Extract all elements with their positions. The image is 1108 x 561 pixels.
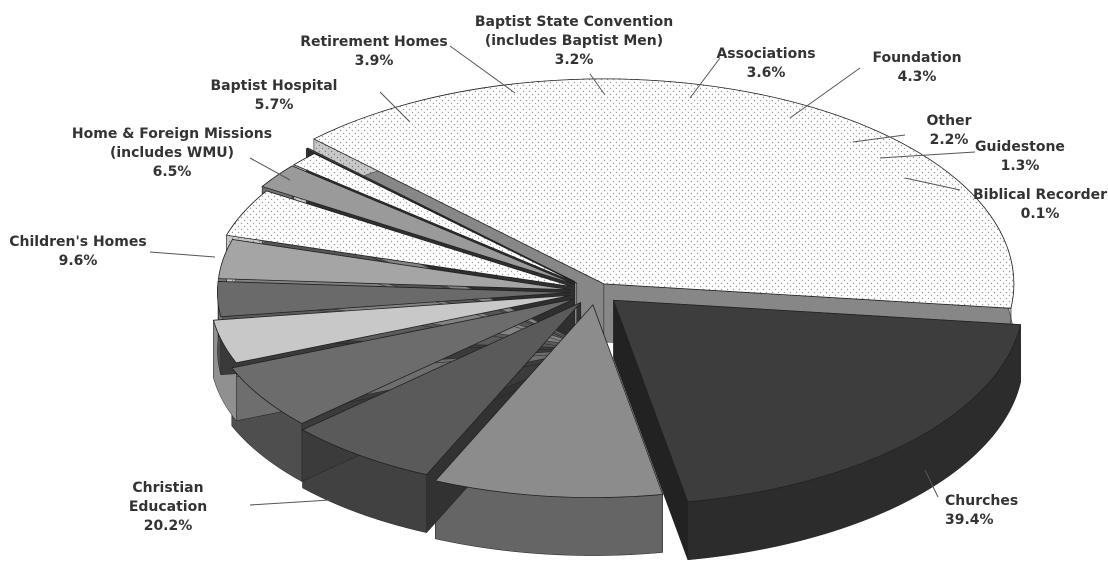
- slice-label: Retirement Homes 3.9%: [300, 34, 448, 69]
- leader-line: [449, 45, 516, 94]
- slice-label-line: Guidestone: [975, 139, 1065, 155]
- slice-label-line: (includes Baptist Men): [485, 33, 663, 49]
- slice-label-line: Home & Foreign Missions: [72, 126, 272, 142]
- slice-label-line: Christian: [132, 480, 203, 496]
- slice-label: Other 2.2%: [927, 113, 972, 148]
- slice-label-line: 3.2%: [555, 52, 594, 68]
- slice-label-line: Education: [129, 499, 207, 515]
- slice-label-line: Foundation: [872, 50, 961, 66]
- slice-label: Baptist Hospital 5.7%: [211, 78, 338, 113]
- slice-other: [261, 165, 576, 285]
- slice-label-line: Baptist Hospital: [211, 78, 338, 94]
- leader-line: [249, 499, 331, 506]
- slice-label-line: 4.3%: [898, 69, 937, 85]
- slice-associations: [218, 239, 571, 291]
- slice-label: Foundation 4.3%: [872, 50, 961, 85]
- slice-home-foreign-missions-includes-wmu-: [301, 302, 582, 476]
- slice-label-line: Associations: [716, 46, 815, 62]
- slice-label-line: 6.5%: [153, 164, 192, 180]
- slice-label-line: Baptist State Convention: [475, 14, 673, 30]
- slice-christian-education: [612, 299, 1022, 503]
- slice-label-line: Biblical Recorder: [973, 187, 1107, 203]
- slice-label: Children's Homes 9.6%: [9, 234, 146, 269]
- slice-label: Associations 3.6%: [716, 46, 815, 81]
- leader-line: [249, 157, 291, 181]
- slice-label-line: Children's Homes: [9, 234, 146, 250]
- slice-churches: [313, 78, 1015, 309]
- slice-label-line: 3.9%: [355, 53, 394, 69]
- slice-label-line: 1.3%: [1001, 158, 1040, 174]
- leader-line: [904, 177, 961, 191]
- leader-line: [789, 67, 861, 119]
- slice-label-line: Retirement Homes: [300, 34, 448, 50]
- slice-label: Churches 39.4%: [945, 493, 1018, 528]
- leader-line: [149, 251, 216, 258]
- leader-line: [589, 73, 606, 96]
- slice-label-line: 20.2%: [144, 518, 193, 534]
- slice-label-line: 3.6%: [747, 65, 786, 81]
- slice-label-line: Other: [927, 113, 972, 129]
- slice-children-s-homes: [434, 304, 664, 498]
- slice-guidestone: [293, 153, 577, 284]
- slice-foundation: [225, 190, 573, 288]
- slice-retirement-homes: [213, 294, 571, 364]
- slice-label-line: 5.7%: [255, 97, 294, 113]
- pie-tops: [213, 78, 1022, 503]
- leader-line: [852, 134, 906, 143]
- leader-line: [924, 469, 939, 498]
- slice-labels: Churches 39.4% Christian Education 20.2% Chil…: [9, 14, 1107, 534]
- slice-label-line: (includes WMU): [110, 145, 234, 161]
- slice-label: Biblical Recorder 0.1%: [973, 187, 1107, 222]
- slice-label-line: 2.2%: [930, 132, 969, 148]
- slice-label-line: 9.6%: [59, 253, 98, 269]
- slice-label: Christian Education 20.2%: [129, 480, 207, 534]
- slice-baptist-hospital: [231, 298, 575, 424]
- slice-label-line: 0.1%: [1021, 206, 1060, 222]
- slice-biblical-recorder: [305, 147, 575, 282]
- slice-label: Guidestone 1.3%: [975, 139, 1065, 174]
- slice-label-line: 39.4%: [945, 512, 994, 528]
- slice-label: Home & Foreign Missions (includes WMU) 6.5…: [72, 126, 272, 180]
- leader-line: [879, 151, 976, 159]
- slice-label-line: Churches: [945, 493, 1018, 509]
- leader-line: [689, 57, 721, 99]
- label-leaders: [149, 45, 976, 506]
- leader-line: [379, 91, 411, 123]
- slice-baptist-state-convention-includes-baptist-men-: [217, 281, 571, 318]
- slice-label: Baptist State Convention (includes Baptis…: [475, 14, 673, 68]
